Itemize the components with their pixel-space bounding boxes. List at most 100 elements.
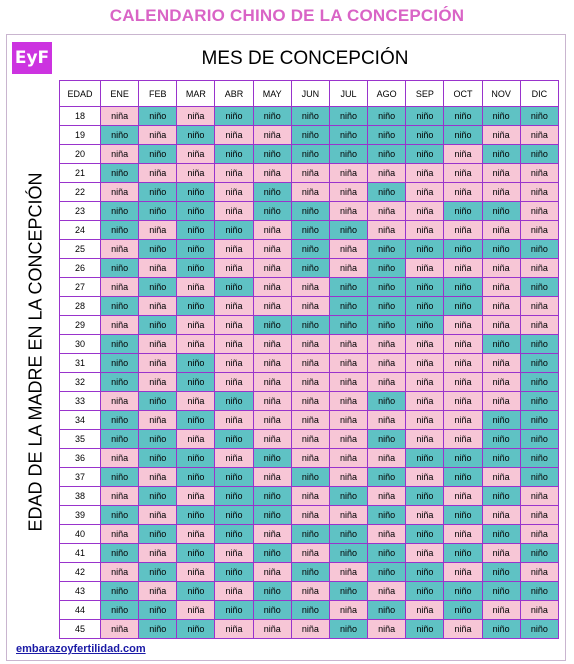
age-cell: 40 bbox=[59, 524, 101, 544]
result-cell-girl: niña bbox=[252, 391, 292, 411]
result-cell-girl: niña bbox=[290, 334, 330, 354]
result-cell-girl: niña bbox=[443, 182, 483, 202]
age-cell: 36 bbox=[59, 448, 101, 468]
table-row: 36 niña niño niño niña niño niña niña niña niño ni… bbox=[59, 448, 560, 468]
result-cell-boy: niño bbox=[138, 182, 178, 202]
calendar-frame bbox=[6, 34, 566, 661]
result-cell-boy: niño bbox=[290, 201, 330, 221]
result-cell-girl: niña bbox=[214, 239, 254, 259]
result-cell-boy: niño bbox=[519, 106, 560, 126]
age-axis-label: EDAD DE LA MADRE EN LA CONCEPCIÓN bbox=[25, 172, 46, 532]
result-cell-boy: niño bbox=[519, 372, 560, 392]
result-cell-girl: niña bbox=[443, 315, 483, 335]
month-header-label: MES DE CONCEPCIÓN bbox=[201, 48, 409, 69]
result-cell-girl: niña bbox=[367, 448, 407, 468]
result-cell-boy: niño bbox=[328, 486, 369, 506]
result-cell-girl: niña bbox=[176, 486, 216, 506]
result-cell-boy: niño bbox=[176, 581, 216, 601]
result-cell-girl: niña bbox=[519, 505, 560, 525]
result-cell-boy: niño bbox=[252, 106, 292, 126]
result-cell-girl: niña bbox=[290, 543, 330, 563]
result-cell-girl: niña bbox=[328, 372, 369, 392]
result-cell-girl: niña bbox=[252, 125, 292, 145]
result-cell-girl: niña bbox=[214, 163, 254, 183]
result-cell-boy: niño bbox=[99, 467, 140, 487]
result-cell-girl: niña bbox=[99, 391, 140, 411]
result-cell-boy: niño bbox=[252, 182, 292, 202]
result-cell-girl: niña bbox=[138, 296, 178, 316]
result-cell-girl: niña bbox=[214, 258, 254, 278]
result-cell-girl: niña bbox=[214, 581, 254, 601]
table-row: 41 niño niña niño niña niño niña niño niño niña ni… bbox=[59, 543, 560, 563]
table-row: 33 niña niño niña niño niña niña niña niño niña ni… bbox=[59, 391, 560, 411]
table-row: 30 niño niña niña niña niña niña niña niña niña ni… bbox=[59, 334, 560, 354]
result-cell-boy: niño bbox=[176, 220, 216, 240]
result-cell-girl: niña bbox=[252, 163, 292, 183]
result-cell-boy: niño bbox=[519, 144, 560, 164]
result-cell-girl: niña bbox=[290, 296, 330, 316]
table-row: 27 niña niño niña niño niña niña niño niño niño ni… bbox=[59, 277, 560, 297]
table-row: 21 niño niña niña niña niña niña niña niña niña ni… bbox=[59, 163, 560, 183]
result-cell-girl: niña bbox=[176, 315, 216, 335]
age-cell: 23 bbox=[59, 201, 101, 221]
month-header-abr: ABR bbox=[214, 80, 254, 107]
result-cell-girl: niña bbox=[519, 524, 560, 544]
table-row: 29 niña niño niña niña niño niño niño niño niño ni… bbox=[59, 315, 560, 335]
result-cell-girl: niña bbox=[519, 562, 560, 582]
result-cell-girl: niña bbox=[405, 163, 445, 183]
result-cell-girl: niña bbox=[481, 543, 521, 563]
result-cell-girl: niña bbox=[519, 125, 560, 145]
result-cell-girl: niña bbox=[405, 372, 445, 392]
result-cell-girl: niña bbox=[519, 182, 560, 202]
result-cell-boy: niño bbox=[328, 277, 369, 297]
result-cell-girl: niña bbox=[99, 486, 140, 506]
result-cell-girl: niña bbox=[290, 182, 330, 202]
result-cell-boy: niño bbox=[99, 353, 140, 373]
result-cell-girl: niña bbox=[328, 182, 369, 202]
result-cell-boy: niño bbox=[290, 315, 330, 335]
age-cell: 26 bbox=[59, 258, 101, 278]
result-cell-girl: niña bbox=[290, 429, 330, 449]
result-cell-girl: niña bbox=[252, 619, 292, 639]
result-cell-girl: niña bbox=[328, 258, 369, 278]
result-cell-boy: niño bbox=[443, 448, 483, 468]
result-cell-girl: niña bbox=[176, 334, 216, 354]
age-cell: 32 bbox=[59, 372, 101, 392]
result-cell-girl: niña bbox=[290, 277, 330, 297]
result-cell-boy: niño bbox=[138, 106, 178, 126]
result-cell-boy: niño bbox=[481, 619, 521, 639]
result-cell-boy: niño bbox=[99, 600, 140, 620]
result-cell-girl: niña bbox=[138, 543, 178, 563]
result-cell-boy: niño bbox=[138, 600, 178, 620]
result-cell-boy: niño bbox=[367, 543, 407, 563]
result-cell-boy: niño bbox=[443, 505, 483, 525]
result-cell-girl: niña bbox=[481, 600, 521, 620]
result-cell-girl: niña bbox=[176, 144, 216, 164]
result-cell-girl: niña bbox=[214, 372, 254, 392]
result-cell-boy: niño bbox=[519, 448, 560, 468]
result-cell-girl: niña bbox=[367, 410, 407, 430]
result-cell-boy: niño bbox=[214, 600, 254, 620]
result-cell-girl: niña bbox=[99, 619, 140, 639]
result-cell-boy: niño bbox=[367, 429, 407, 449]
result-cell-girl: niña bbox=[481, 353, 521, 373]
result-cell-girl: niña bbox=[252, 372, 292, 392]
table-row: 28 niño niña niño niña niña niña niño niño niño ni… bbox=[59, 296, 560, 316]
month-header-oct: OCT bbox=[443, 80, 483, 107]
result-cell-boy: niño bbox=[328, 144, 369, 164]
result-cell-girl: niña bbox=[290, 391, 330, 411]
result-cell-boy: niño bbox=[367, 315, 407, 335]
result-cell-girl: niña bbox=[443, 220, 483, 240]
result-cell-boy: niño bbox=[214, 429, 254, 449]
result-cell-girl: niña bbox=[443, 429, 483, 449]
result-cell-girl: niña bbox=[481, 277, 521, 297]
result-cell-boy: niño bbox=[99, 296, 140, 316]
result-cell-boy: niño bbox=[176, 258, 216, 278]
result-cell-girl: niña bbox=[367, 353, 407, 373]
result-cell-girl: niña bbox=[328, 391, 369, 411]
footer-website-link[interactable]: embarazoyfertilidad.com bbox=[16, 643, 146, 655]
result-cell-girl: niña bbox=[481, 372, 521, 392]
result-cell-boy: niño bbox=[405, 448, 445, 468]
result-cell-girl: niña bbox=[519, 486, 560, 506]
age-cell: 37 bbox=[59, 467, 101, 487]
